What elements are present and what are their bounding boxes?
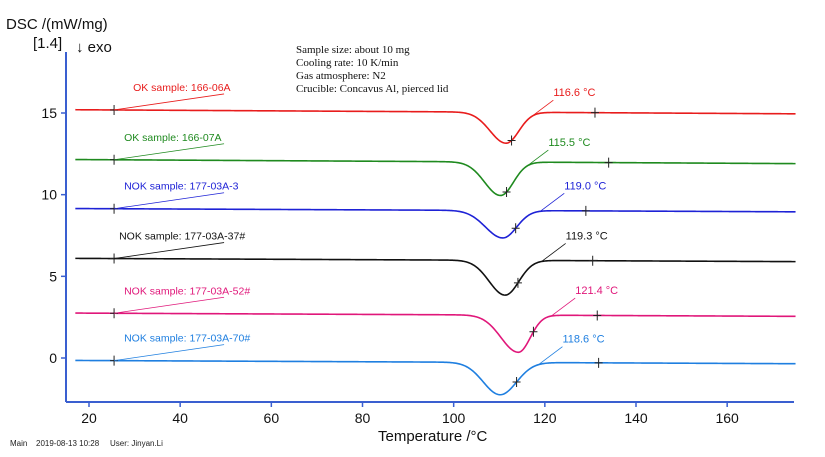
series-4: NOK sample: 177-03A-37# 119.3 °C	[75, 230, 796, 296]
series-5: NOK sample: 177-03A-52# 121.4 °C	[75, 285, 796, 354]
y-ticks: 0 5 10 15	[41, 105, 66, 366]
curve-marker	[590, 107, 599, 118]
footer-user: User: Jinyan.Li	[110, 439, 163, 448]
x-tick-label: 100	[442, 410, 466, 426]
y-axis-title: DSC /(mW/mg)	[6, 16, 108, 33]
onset-label: 121.4 °C	[575, 285, 618, 297]
curve-marker	[513, 277, 522, 288]
curve-marker	[511, 223, 520, 234]
onset-leader	[538, 346, 563, 365]
y-tick-label: 10	[41, 187, 57, 203]
series-2: OK sample: 166-07A 115.5 °C	[75, 132, 796, 198]
y-tick-label: 15	[41, 105, 57, 121]
footer-datetime: 2019-08-13 10:28	[36, 439, 100, 448]
onset-label: 118.6 °C	[562, 334, 604, 346]
series-label: NOK sample: 177-03A-3	[124, 181, 239, 193]
x-tick-label: 120	[533, 410, 557, 426]
curve-marker	[512, 377, 521, 388]
series-label-leader	[114, 296, 225, 314]
series-6: NOK sample: 177-03A-70# 118.6 °C	[75, 333, 796, 396]
series-label: NOK sample: 177-03A-37#	[119, 231, 245, 243]
x-tick-label: 140	[624, 410, 648, 426]
series-layer: OK sample: 166-06A 116.6 °COK sample: 166…	[75, 82, 796, 396]
info-crucible: Crucible: Concavus Al, pierced lid	[296, 83, 449, 95]
series-label-leader	[114, 344, 225, 362]
curve-marker	[594, 357, 603, 368]
x-tick-label: 20	[81, 410, 97, 426]
footer: Main 2019-08-13 10:28 User: Jinyan.Li	[10, 439, 163, 448]
curve-marker	[507, 135, 516, 146]
onset-leader	[541, 243, 566, 262]
series-1: OK sample: 166-06A 116.6 °C	[75, 82, 796, 146]
series-line	[75, 108, 796, 145]
curve-marker	[593, 310, 602, 321]
onset-label: 115.5 °C	[548, 137, 590, 149]
series-label: NOK sample: 177-03A-52#	[124, 285, 250, 297]
onset-leader	[524, 149, 549, 169]
footer-main: Main	[10, 439, 27, 448]
series-label-leader	[114, 192, 225, 210]
curve-marker	[502, 187, 511, 198]
info-gas-atmosphere: Gas atmosphere: N2	[296, 70, 386, 82]
series-line	[75, 207, 796, 239]
info-cooling-rate: Cooling rate: 10 K/min	[296, 57, 399, 69]
x-ticks: 20 40 60 80 100 120 140 160	[81, 402, 739, 426]
onset-label: 116.6 °C	[553, 87, 595, 99]
info-sample-size: Sample size: about 10 mg	[296, 44, 410, 56]
curve-marker	[588, 255, 597, 266]
onset-label: 119.0 °C	[564, 180, 606, 192]
series-line	[75, 359, 796, 396]
x-tick-label: 160	[715, 410, 739, 426]
series-3: NOK sample: 177-03A-3 119.0 °C	[75, 180, 796, 239]
exo-label: ↓ exo	[76, 39, 112, 56]
series-line	[75, 312, 796, 354]
series-label-leader	[114, 93, 225, 111]
series-label-leader	[114, 143, 225, 161]
scale-marker: [1.4]	[33, 35, 62, 52]
series-label-leader	[114, 242, 225, 259]
series-line	[75, 257, 796, 296]
onset-label: 119.3 °C	[566, 230, 608, 242]
curve-marker	[604, 157, 613, 168]
curve-marker	[529, 326, 538, 337]
series-line	[75, 158, 796, 197]
measurement-info: Sample size: about 10 mg Cooling rate: 1…	[296, 44, 449, 95]
x-tick-label: 60	[264, 410, 280, 426]
onset-leader	[540, 192, 565, 212]
onset-leader	[550, 297, 576, 317]
y-tick-label: 5	[49, 268, 57, 284]
curve-marker	[581, 205, 590, 216]
series-label: OK sample: 166-07A	[124, 132, 221, 144]
x-tick-label: 40	[172, 410, 188, 426]
x-axis-title: Temperature /°C	[378, 428, 488, 445]
axes: 20 40 60 80 100 120 140 160 0 5 10 15	[41, 52, 794, 426]
series-label: NOK sample: 177-03A-70#	[124, 333, 250, 345]
onset-leader	[529, 99, 554, 119]
x-tick-label: 80	[355, 410, 371, 426]
series-label: OK sample: 166-06A	[133, 82, 230, 94]
y-tick-label: 0	[49, 350, 57, 366]
